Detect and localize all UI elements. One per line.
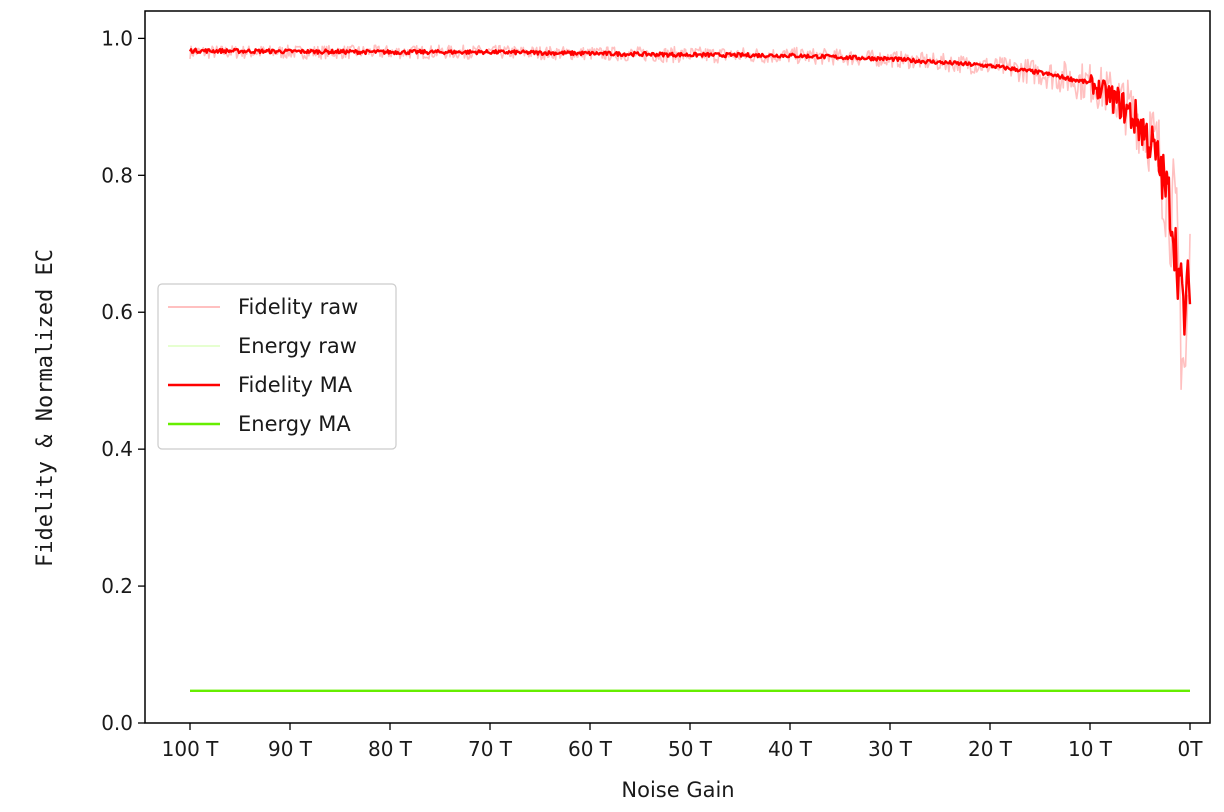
- x-tick-label: 0T: [1178, 737, 1204, 761]
- y-tick-label: 1.0: [101, 26, 133, 50]
- y-tick-label: 0.6: [101, 300, 133, 324]
- x-tick-label: 90 T: [268, 737, 313, 761]
- series-line: [188, 47, 1192, 336]
- y-tick-label: 0.0: [101, 711, 133, 735]
- legend: Fidelity raw Energy raw Fidelity MA Energy …: [157, 283, 397, 450]
- x-tick-label: 30 T: [868, 737, 913, 761]
- legend-label: Fidelity MA: [238, 373, 353, 397]
- x-tick-label: 20 T: [968, 737, 1013, 761]
- y-tick-label: 0.2: [101, 574, 133, 598]
- series-layer: [188, 44, 1192, 692]
- series-fidelity-raw: [189, 44, 1191, 390]
- series-line: [189, 44, 1191, 390]
- legend-label: Fidelity raw: [238, 295, 358, 319]
- legend-item: Fidelity MA: [168, 373, 353, 397]
- legend-label: Energy MA: [238, 412, 351, 436]
- legend-label: Energy raw: [238, 334, 357, 358]
- x-tick-label: 40 T: [768, 737, 813, 761]
- y-axis-label: Fidelity & Normalized EC: [33, 249, 58, 567]
- x-tick-label: 70 T: [468, 737, 513, 761]
- x-tick-label: 100 T: [162, 737, 220, 761]
- x-tick-label: 50 T: [668, 737, 713, 761]
- y-axis-ticks: 0.0 0.2 0.4 0.6 0.8 1.0: [101, 26, 145, 735]
- series-fidelity-ma: [188, 47, 1192, 336]
- x-tick-label: 60 T: [568, 737, 613, 761]
- x-tick-label: 10 T: [1068, 737, 1113, 761]
- legend-item: Energy raw: [168, 334, 357, 358]
- y-tick-label: 0.8: [101, 163, 133, 187]
- legend-item: Energy MA: [168, 412, 351, 436]
- legend-item: Fidelity raw: [168, 295, 358, 319]
- legend-box: [157, 283, 397, 450]
- y-tick-label: 0.4: [101, 437, 133, 461]
- x-axis-ticks: 100 T 90 T 80 T 70 T 60 T 50 T 40 T 30 T 20 T 10 …: [162, 723, 1204, 761]
- x-axis-label: Noise Gain: [621, 778, 734, 802]
- x-tick-label: 80 T: [368, 737, 413, 761]
